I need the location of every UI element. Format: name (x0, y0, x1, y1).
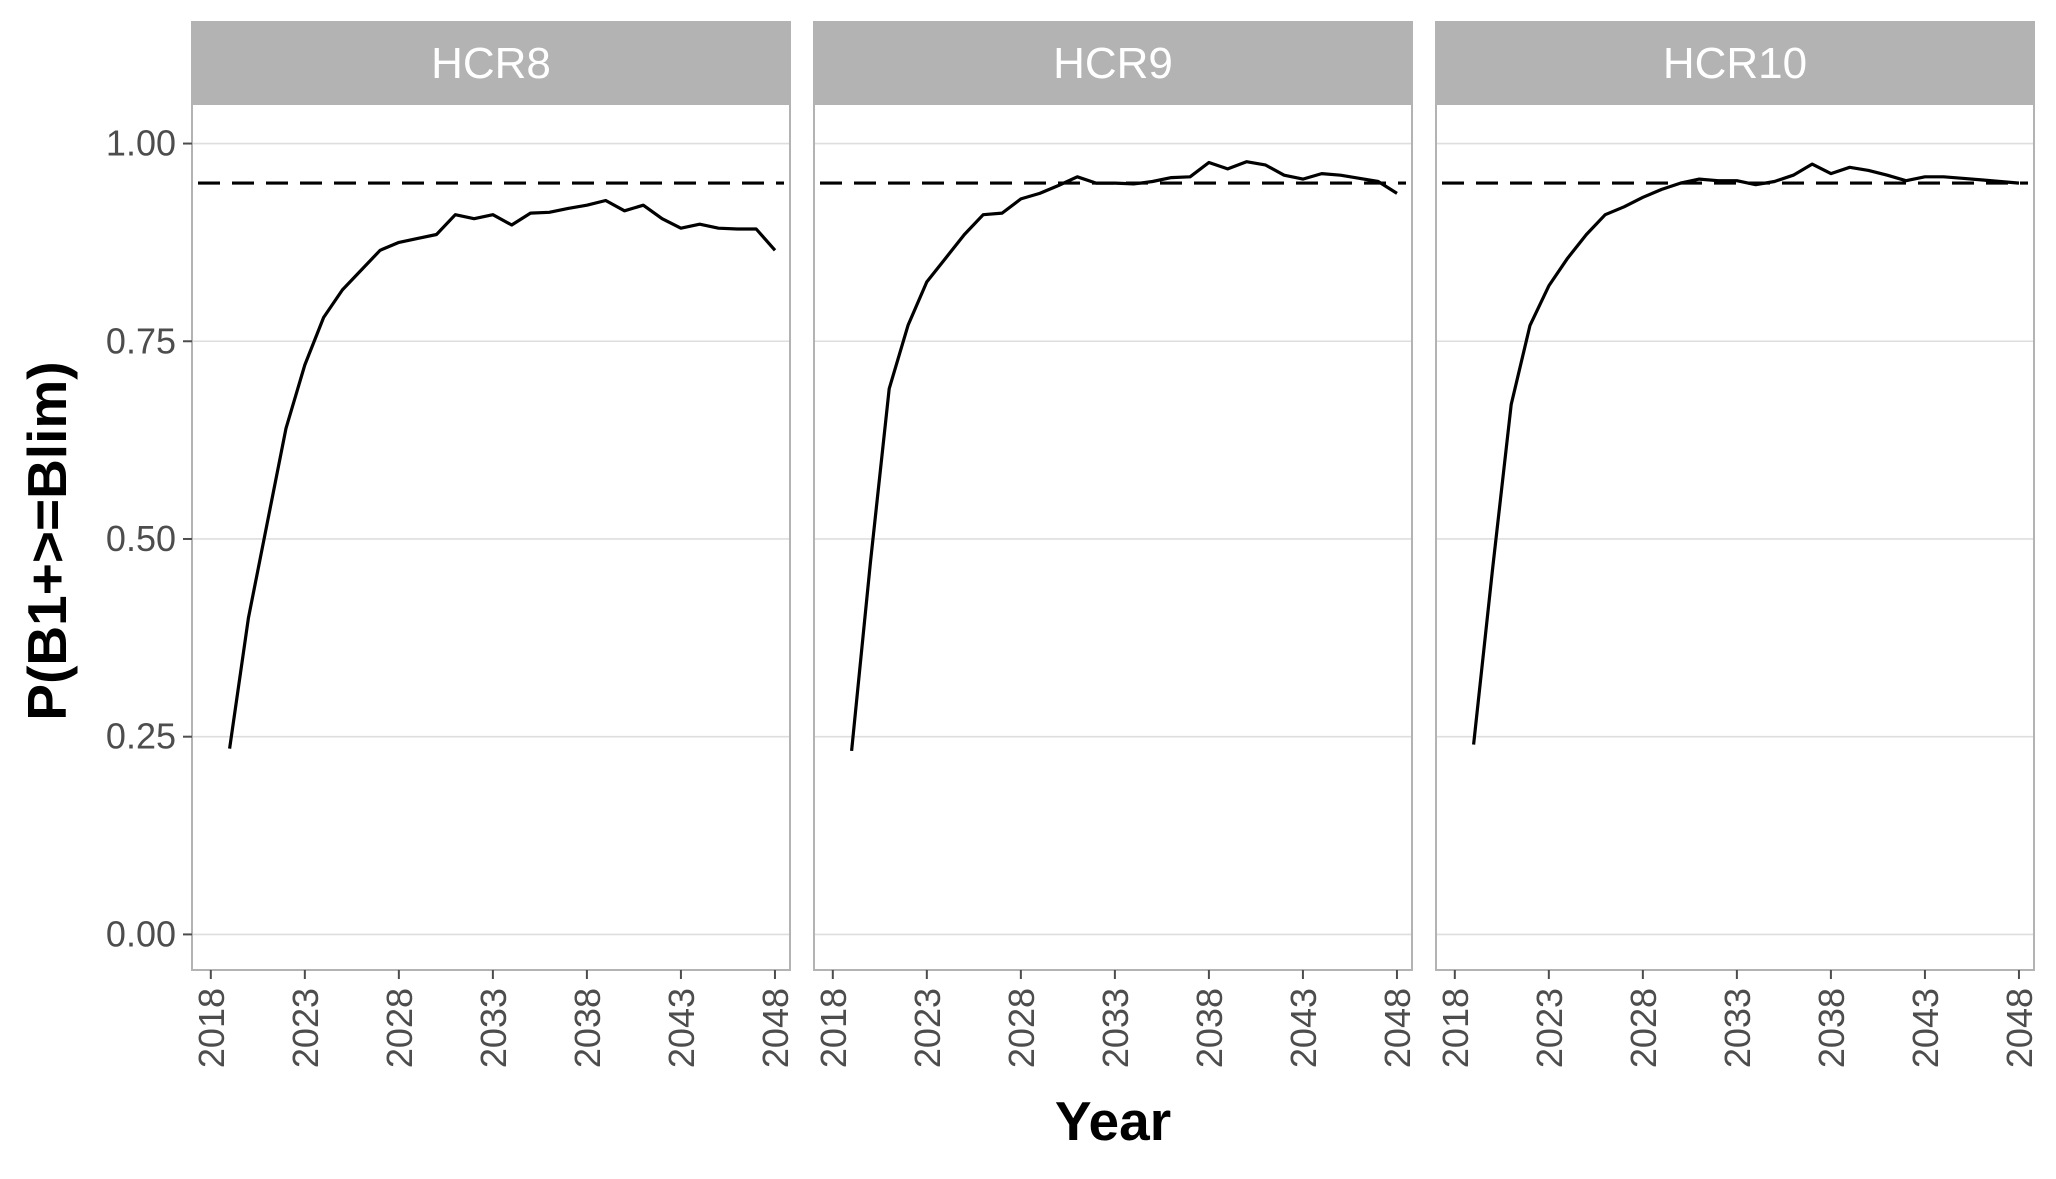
x-tick-label: 2048 (1377, 988, 1418, 1068)
x-tick-label: 2038 (567, 988, 608, 1068)
panel-strip-title: HCR9 (1053, 39, 1173, 88)
series-line (1472, 162, 2020, 745)
x-tick-label: 2048 (755, 988, 796, 1068)
x-tick-label: 2028 (1623, 988, 1664, 1068)
x-tick-label: 2033 (473, 988, 514, 1068)
y-tick-label: 0.25 (106, 716, 176, 757)
x-tick-label: 2043 (661, 988, 702, 1068)
panel-hcr9: HCR9 2018 2023 2028 2033 2038 2043 2048 (813, 21, 1418, 1068)
x-tick-label: 2033 (1095, 988, 1136, 1068)
series-line (228, 198, 777, 749)
x-tick-label: 2028 (379, 988, 420, 1068)
x-tick-label: 2028 (1001, 988, 1042, 1068)
panel-hcr10: HCR10 2018 2023 2028 2033 2038 2043 2048 (1435, 21, 2040, 1068)
x-tick-label: 2038 (1811, 988, 1852, 1068)
x-tick-label: 2038 (1189, 988, 1230, 1068)
x-tick-label: 2048 (1999, 988, 2040, 1068)
y-axis-title: P(B1+>=Blim) (16, 361, 78, 720)
panel-strip (191, 21, 791, 105)
x-tick-label: 2043 (1283, 988, 1324, 1068)
y-tick-label: 0.00 (106, 913, 176, 954)
panel-border (813, 103, 1413, 971)
panel-strip (813, 21, 1413, 105)
panel-strip (1435, 21, 2035, 105)
x-tick-label: 2043 (1905, 988, 1946, 1068)
series-line (850, 160, 1398, 752)
y-tick-label: 1.00 (106, 123, 176, 164)
y-tick-label: 0.75 (106, 320, 176, 361)
panels-layer: HCR8 2018 2023 2028 2033 2038 2043 2048 HCR9 2018… (191, 21, 2040, 1068)
panel-strip-title: HCR10 (1663, 39, 1807, 88)
x-tick-label: 2033 (1717, 988, 1758, 1068)
x-axis-title: Year (1055, 1090, 1171, 1152)
panel-border (191, 103, 791, 971)
x-tick-label: 2018 (1435, 988, 1476, 1068)
x-tick-label: 2023 (907, 988, 948, 1068)
x-tick-label: 2018 (191, 988, 232, 1068)
x-tick-label: 2023 (285, 988, 326, 1068)
panel-strip-title: HCR8 (431, 39, 551, 88)
x-tick-label: 2018 (813, 988, 854, 1068)
y-tick-label: 0.50 (106, 518, 176, 559)
y-axis: 0.00 0.25 0.50 0.75 1.00 (106, 123, 192, 954)
x-tick-label: 2023 (1529, 988, 1570, 1068)
panel-border (1435, 103, 2035, 971)
panel-hcr8: HCR8 2018 2023 2028 2033 2038 2043 2048 (191, 21, 796, 1068)
